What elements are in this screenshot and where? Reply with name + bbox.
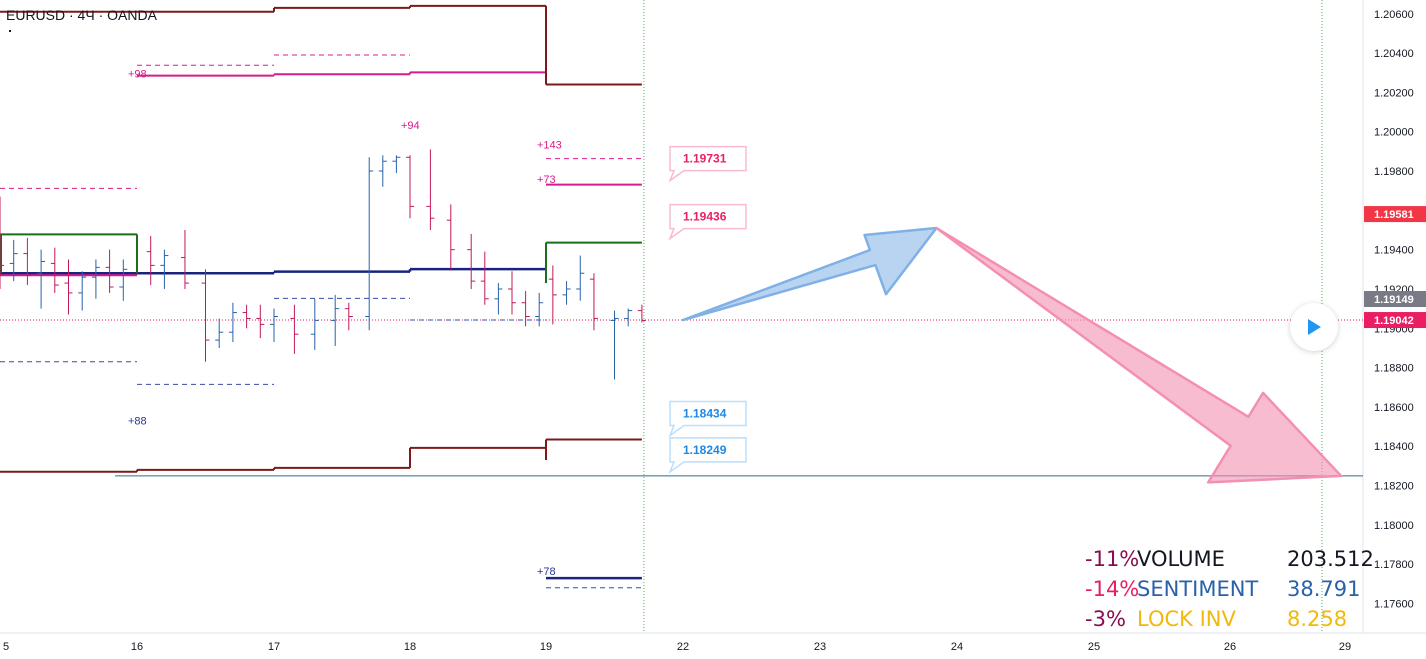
stat-sentiment-pct: -14% — [1085, 577, 1140, 601]
price-callout: 1.19436 — [668, 203, 747, 241]
x-tick-label: 24 — [951, 641, 963, 653]
x-tick-label: 19 — [540, 641, 552, 653]
stat-lock-inv-name: LOCK INV — [1137, 607, 1236, 631]
stat-lock-inv: -3% LOCK INV 8.258 — [1085, 604, 1374, 634]
callout-box — [668, 400, 747, 438]
play-icon — [1308, 319, 1321, 335]
level-annotation: +94 — [401, 120, 420, 132]
x-tick-label: 18 — [404, 641, 416, 653]
stat-volume-value: 203.512 — [1287, 547, 1374, 571]
y-tick-label: 1.17600 — [1374, 599, 1414, 611]
callout-label: 1.18434 — [683, 407, 727, 421]
forecast-arrow-up — [681, 226, 938, 322]
callout-label: 1.19436 — [683, 210, 727, 224]
price-marker-box — [1364, 312, 1426, 329]
y-tick-label: 1.18200 — [1374, 481, 1414, 493]
y-tick-label: 1.18400 — [1374, 441, 1414, 453]
price-marker-label: 1.19042 — [1374, 315, 1414, 327]
x-tick-label: 5 — [3, 641, 9, 653]
level-annotation: +73 — [537, 174, 556, 186]
price-marker-box — [1364, 291, 1426, 308]
level-annotation: +78 — [537, 566, 556, 578]
y-tick-label: 1.20000 — [1374, 127, 1414, 139]
x-tick-label: 23 — [814, 641, 826, 653]
stat-volume-pct: -11% — [1085, 547, 1140, 571]
y-tick-label: 1.19400 — [1374, 245, 1414, 257]
callout-label: 1.19731 — [683, 152, 727, 166]
y-tick-label: 1.20400 — [1374, 48, 1414, 60]
y-tick-label: 1.18000 — [1374, 520, 1414, 532]
stat-sentiment: -14%SENTIMENT 38.791 — [1085, 574, 1374, 604]
play-button[interactable] — [1290, 303, 1338, 351]
x-tick-label: 25 — [1088, 641, 1100, 653]
stats-panel: -11%VOLUME 203.512 -14%SENTIMENT 38.791 -3… — [1085, 544, 1374, 634]
stat-sentiment-value: 38.791 — [1287, 577, 1361, 601]
price-callout: 1.19731 — [668, 145, 747, 183]
y-tick-label: 1.20200 — [1374, 87, 1414, 99]
level-annotation: +143 — [537, 139, 562, 151]
y-tick-label: 1.18800 — [1374, 363, 1414, 375]
x-tick-label: 22 — [677, 641, 689, 653]
y-tick-label: 1.17800 — [1374, 559, 1414, 571]
level-annotation: +98 — [128, 69, 147, 81]
symbol-title: EURUSD · 4Ч · OANDA — [6, 7, 157, 23]
indicator-dot — [9, 30, 11, 32]
stat-lock-inv-pct: -3% — [1085, 607, 1126, 631]
callout-box — [668, 145, 747, 183]
stat-lock-inv-value: 8.258 — [1287, 607, 1348, 631]
level-annotation: +88 — [128, 416, 147, 428]
stat-volume: -11%VOLUME 203.512 — [1085, 544, 1374, 574]
price-callout: 1.18249 — [668, 437, 747, 475]
y-tick-label: 1.18600 — [1374, 402, 1414, 414]
forecast-arrow-down — [935, 226, 1343, 484]
x-tick-label: 26 — [1224, 641, 1236, 653]
stat-volume-name: VOLUME — [1137, 547, 1225, 571]
stat-sentiment-name: SENTIMENT — [1137, 577, 1259, 601]
callout-label: 1.18249 — [683, 443, 727, 457]
price-callout: 1.18434 — [668, 400, 747, 438]
callout-box — [668, 203, 747, 241]
x-tick-label: 17 — [268, 641, 280, 653]
y-tick-label: 1.20600 — [1374, 9, 1414, 21]
price-marker-box — [1364, 206, 1426, 223]
price-marker-label: 1.19581 — [1374, 209, 1414, 221]
x-tick-label: 29 — [1339, 641, 1351, 653]
callout-box — [668, 437, 747, 475]
price-marker-label: 1.19149 — [1374, 294, 1414, 306]
x-tick-label: 16 — [131, 641, 143, 653]
y-tick-label: 1.19800 — [1374, 166, 1414, 178]
